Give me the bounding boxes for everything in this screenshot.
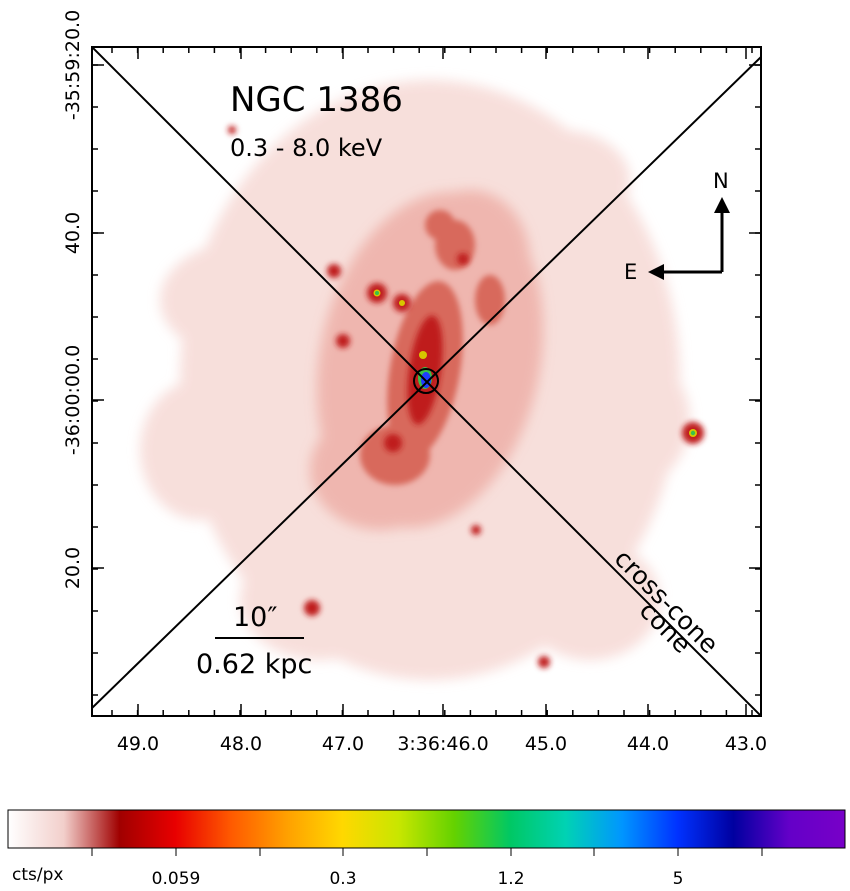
colorbar-tick-label: 1.2 bbox=[497, 869, 524, 889]
colorbar-unit: cts/px bbox=[12, 865, 63, 885]
ra-tick-label: 3:36:46.0 bbox=[397, 733, 488, 755]
image-panel: NGC 1386 0.3 - 8.0 keV N E 10″ 0.62 kpc … bbox=[91, 46, 762, 717]
compass-north-label: N bbox=[713, 169, 729, 193]
scale-bar: 10″ 0.62 kpc bbox=[196, 602, 312, 680]
scale-bar-physical: 0.62 kpc bbox=[196, 649, 312, 680]
ra-tick-label: 48.0 bbox=[220, 733, 262, 755]
ra-axis: 49.0 48.0 47.0 3:36:46.0 45.0 44.0 43.0 bbox=[117, 733, 767, 755]
scale-bar-angular: 10″ bbox=[233, 602, 277, 633]
dec-axis: -35:59:20.0 40.0 -36:00:00.0 20.0 bbox=[62, 10, 84, 589]
image-frame bbox=[91, 46, 762, 717]
colorbar-tick-label: 0.3 bbox=[329, 869, 356, 889]
axis-ticks bbox=[92, 47, 761, 716]
ra-tick-label: 44.0 bbox=[627, 733, 669, 755]
compass: N E bbox=[624, 169, 730, 284]
colorbar-tick-label: 5 bbox=[673, 869, 684, 889]
compass-east-label: E bbox=[624, 260, 637, 284]
colorbar-ticks bbox=[91, 848, 763, 856]
colorbar-gradient bbox=[7, 809, 846, 849]
colorbar: cts/px 0.059 0.3 1.2 5 bbox=[7, 809, 846, 889]
dec-tick-label: 20.0 bbox=[62, 547, 84, 589]
ra-tick-label: 45.0 bbox=[525, 733, 567, 755]
dec-tick-label: -36:00:00.0 bbox=[62, 345, 84, 455]
ra-tick-label: 49.0 bbox=[117, 733, 159, 755]
colorbar-tick-label: 0.059 bbox=[152, 869, 201, 889]
dec-tick-label: 40.0 bbox=[62, 212, 84, 254]
ra-tick-label: 43.0 bbox=[725, 733, 767, 755]
cone-boundaries bbox=[92, 47, 761, 716]
dec-tick-label: -35:59:20.0 bbox=[62, 10, 84, 120]
ra-tick-label: 47.0 bbox=[322, 733, 364, 755]
object-name: NGC 1386 bbox=[230, 80, 403, 120]
energy-band: 0.3 - 8.0 keV bbox=[230, 134, 383, 162]
